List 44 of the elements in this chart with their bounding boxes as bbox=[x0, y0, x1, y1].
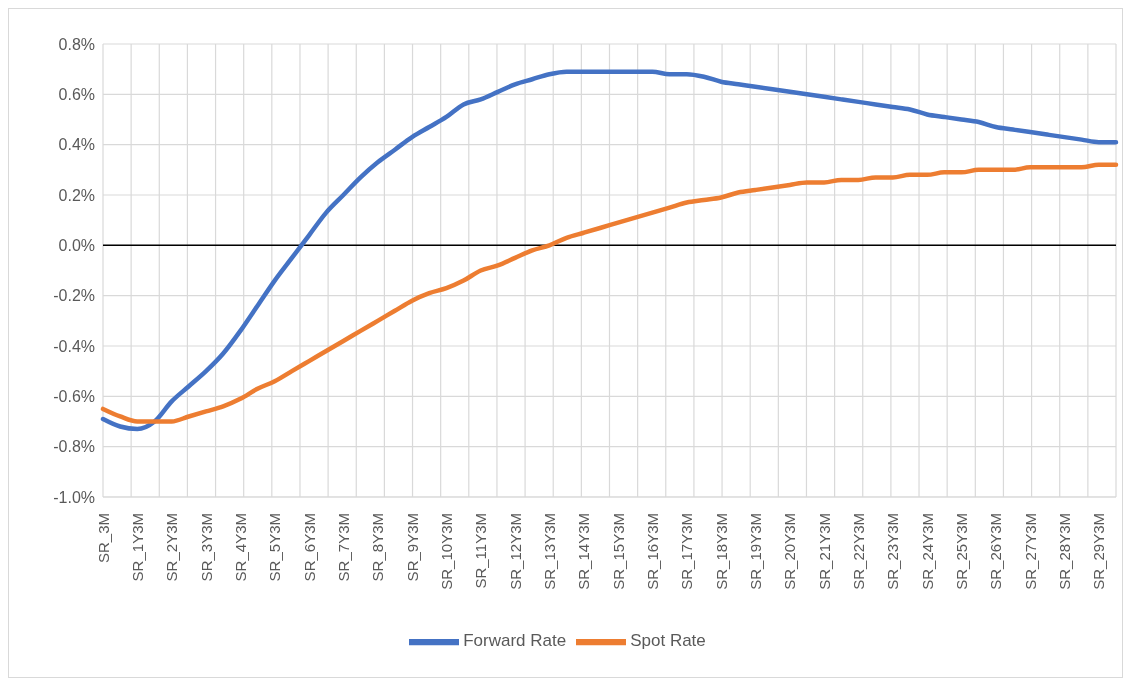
x-tick-label: SR_15Y3M bbox=[609, 513, 627, 590]
x-tick-label: SR_4Y3M bbox=[231, 513, 249, 582]
x-tick-label: SR_11Y3M bbox=[472, 513, 490, 589]
x-tick-label: SR_6Y3M bbox=[300, 513, 318, 582]
line-series bbox=[100, 162, 1119, 424]
x-tick-label: SR_21Y3M bbox=[815, 513, 833, 590]
x-tick-label: SR_14Y3M bbox=[575, 513, 593, 590]
x-tick-label: SR_29Y3M bbox=[1090, 513, 1108, 590]
y-tick-label: -0.4% bbox=[53, 337, 95, 355]
y-tick-label: 0.6% bbox=[58, 86, 95, 104]
legend-label: Spot Rate bbox=[630, 631, 706, 651]
x-tick-label: SR_12Y3M bbox=[506, 513, 524, 590]
x-tick-label: SR_1Y3M bbox=[128, 513, 146, 582]
x-tick-label: SR_19Y3M bbox=[746, 513, 764, 590]
legend-label: Forward Rate bbox=[463, 631, 567, 651]
x-tick-label: SR_17Y3M bbox=[678, 513, 696, 590]
x-tick-label: SR_24Y3M bbox=[918, 513, 936, 590]
y-tick-label: -0.2% bbox=[53, 287, 95, 305]
y-tick-label: -0.6% bbox=[53, 388, 95, 406]
x-tick-label: SR_2Y3M bbox=[163, 513, 181, 582]
x-tick-label: SR_16Y3M bbox=[643, 513, 661, 590]
y-tick-label: 0.8% bbox=[58, 35, 95, 53]
x-tick-label: SR_7Y3M bbox=[334, 513, 352, 582]
y-tick-label: 0.0% bbox=[58, 237, 95, 255]
line-series bbox=[100, 69, 1119, 432]
x-tick-label: SR_18Y3M bbox=[712, 513, 730, 590]
x-tick-label: SR_28Y3M bbox=[1055, 513, 1073, 590]
x-tick-label: SR_3Y3M bbox=[197, 513, 215, 582]
x-tick-label: SR_8Y3M bbox=[369, 513, 387, 582]
x-tick-label: SR_25Y3M bbox=[952, 513, 970, 590]
x-tick-label: SR_5Y3M bbox=[266, 513, 284, 582]
x-tick-label: SR_9Y3M bbox=[403, 513, 421, 582]
x-tick-label: SR_20Y3M bbox=[781, 513, 799, 590]
x-tick-label: SR_22Y3M bbox=[849, 513, 867, 590]
y-tick-label: -0.8% bbox=[53, 438, 95, 456]
x-tick-label: SR_27Y3M bbox=[1021, 513, 1039, 590]
y-tick-label: 0.2% bbox=[58, 186, 95, 204]
x-tick-label: SR_3M bbox=[94, 513, 112, 564]
x-tick-label: SR_23Y3M bbox=[884, 513, 902, 590]
y-tick-label: 0.4% bbox=[58, 136, 95, 154]
x-tick-label: SR_26Y3M bbox=[987, 513, 1005, 590]
x-tick-label: SR_10Y3M bbox=[437, 513, 455, 590]
y-tick-label: -1.0% bbox=[53, 488, 95, 506]
x-tick-label: SR_13Y3M bbox=[540, 513, 558, 590]
